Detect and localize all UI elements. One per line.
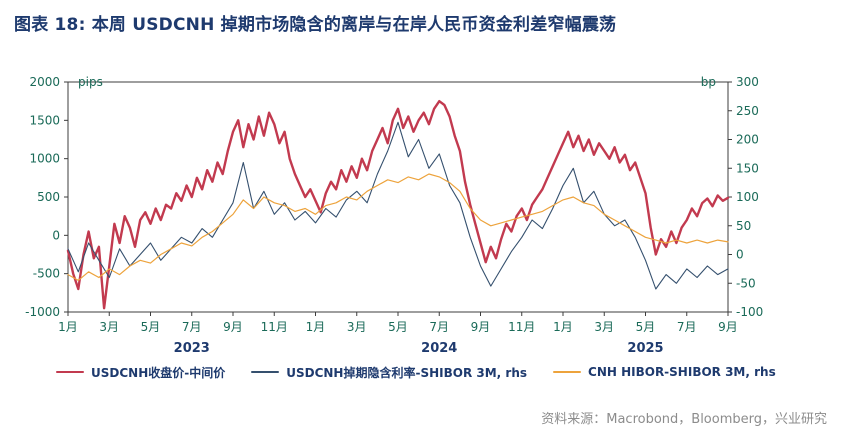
- x-axis-tick-label: 11月: [508, 320, 535, 334]
- right-axis-tick-label: -100: [736, 305, 763, 319]
- x-axis-tick-label: 1月: [58, 320, 78, 334]
- series-line: [67, 121, 729, 290]
- x-axis-tick-label: 7月: [429, 320, 449, 334]
- x-axis-tick-label: 9月: [471, 320, 491, 334]
- legend: USDCNH收盘价-中间价 USDCNH掉期隐含利率-SHIBOR 3M, rhs…: [56, 362, 836, 382]
- x-axis-tick-label: 5月: [141, 320, 161, 334]
- legend-item: USDCNH掉期隐含利率-SHIBOR 3M, rhs: [251, 364, 527, 381]
- right-axis-tick-label: 200: [736, 133, 759, 147]
- left-axis-tick-label: 1000: [29, 152, 60, 166]
- x-axis-tick-label: 9月: [718, 320, 738, 334]
- x-axis-tick-label: 7月: [182, 320, 202, 334]
- right-axis-tick-label: 100: [736, 190, 759, 204]
- x-axis-tick-label: 3月: [347, 320, 367, 334]
- x-axis-tick-label: 3月: [99, 320, 119, 334]
- legend-swatch: [251, 371, 280, 373]
- right-axis-tick-label: 250: [736, 104, 759, 118]
- chart-canvas: 2000150010005000-500-1000300250200150100…: [25, 75, 763, 356]
- x-axis-tick-label: 9月: [223, 320, 243, 334]
- legend-swatch: [553, 371, 582, 373]
- legend-label: USDCNH掉期隐含利率-SHIBOR 3M, rhs: [286, 365, 528, 380]
- right-axis-tick-label: 150: [736, 161, 759, 175]
- legend-label: CNH HIBOR-SHIBOR 3M, rhs: [588, 365, 776, 379]
- right-axis-tick-label: -50: [736, 276, 756, 290]
- legend-label: USDCNH收盘价-中间价: [91, 365, 226, 380]
- right-axis-tick-label: 50: [736, 219, 751, 233]
- left-axis-tick-label: 0: [52, 228, 60, 242]
- legend-swatch: [56, 371, 84, 373]
- series-line: [66, 99, 730, 310]
- year-label: 2023: [174, 341, 210, 356]
- series-line: [67, 173, 729, 281]
- right-axis-tick-label: 300: [736, 75, 759, 89]
- plot-frame: [67, 81, 729, 313]
- x-axis-tick-label: 7月: [677, 320, 697, 334]
- left-axis-tick-label: 500: [37, 190, 60, 204]
- x-axis-tick-label: 11月: [261, 320, 288, 334]
- x-axis-tick-label: 5月: [636, 320, 656, 334]
- x-axis-tick-label: 1月: [306, 320, 326, 334]
- legend-item: USDCNH收盘价-中间价: [56, 364, 225, 381]
- left-axis-tick-label: -1000: [25, 305, 60, 319]
- left-axis-tick-label: 2000: [29, 75, 60, 89]
- year-label: 2024: [421, 341, 457, 356]
- legend-item: CNH HIBOR-SHIBOR 3M, rhs: [553, 365, 776, 379]
- left-axis-unit: pips: [78, 75, 103, 89]
- right-axis-tick-label: 0: [736, 248, 744, 262]
- left-axis-tick-label: -500: [33, 267, 60, 281]
- year-label: 2025: [627, 341, 663, 356]
- right-axis-unit: bp: [701, 75, 716, 89]
- x-axis-tick-label: 3月: [594, 320, 614, 334]
- chart-title: 图表 18: 本周 USDCNH 掉期市场隐含的离岸与在岸人民币资金利差窄幅震荡: [14, 15, 617, 35]
- left-axis-tick-label: 1500: [29, 113, 60, 127]
- x-axis-tick-label: 5月: [388, 320, 408, 334]
- x-axis-tick-label: 1月: [553, 320, 573, 334]
- source-note: 资料来源：Macrobond，Bloomberg，兴业研究: [541, 412, 827, 427]
